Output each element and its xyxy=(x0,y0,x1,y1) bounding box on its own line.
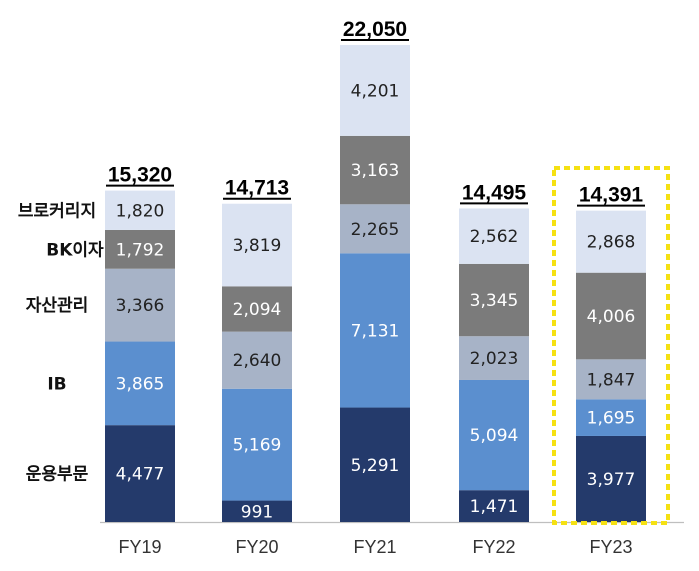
bar-ib-fy19 xyxy=(105,341,175,426)
bar-ib-fy22 xyxy=(459,379,529,491)
data-label-브로커리지-fy22: 2,562 xyxy=(470,227,519,247)
data-label-브로커리지-fy19: 1,820 xyxy=(116,201,165,221)
data-label-자산관리-fy23: 1,847 xyxy=(587,370,636,390)
total-label-fy22: 14,495 xyxy=(462,181,527,204)
bar-bk이자-fy23 xyxy=(576,272,646,360)
bar-자산관리-fy21 xyxy=(340,204,410,254)
highlight-frame-fy23 xyxy=(552,166,670,525)
data-label-자산관리-fy22: 2,023 xyxy=(470,349,519,369)
bar-운용부문-fy20 xyxy=(222,500,292,522)
data-label-ib-fy22: 5,094 xyxy=(470,426,519,446)
bar-브로커리지-fy21 xyxy=(340,44,410,136)
bar-bk이자-fy21 xyxy=(340,135,410,205)
data-label-bk이자-fy23: 4,006 xyxy=(587,307,636,327)
data-label-자산관리-fy19: 3,366 xyxy=(116,296,165,316)
bar-자산관리-fy23 xyxy=(576,359,646,400)
x-tick-label-fy23: FY23 xyxy=(589,537,632,557)
data-label-ib-fy20: 5,169 xyxy=(233,436,282,456)
bar-자산관리-fy22 xyxy=(459,336,529,380)
bar-운용부문-fy21 xyxy=(340,407,410,522)
bar-자산관리-fy19 xyxy=(105,268,175,342)
total-label-fy20: 14,713 xyxy=(225,177,289,200)
data-label-ib-fy21: 7,131 xyxy=(351,321,400,341)
data-label-운용부문-fy19: 4,477 xyxy=(116,465,165,485)
bar-bk이자-fy19 xyxy=(105,229,175,269)
data-label-bk이자-fy22: 3,345 xyxy=(470,291,519,311)
data-label-운용부문-fy21: 5,291 xyxy=(351,456,400,476)
legend-label-운용부문: 운용부문 xyxy=(26,465,89,485)
bar-운용부문-fy19 xyxy=(105,425,175,522)
bar-bk이자-fy20 xyxy=(222,286,292,332)
bar-브로커리지-fy19 xyxy=(105,190,175,230)
total-label-fy21: 22,050 xyxy=(343,18,407,41)
bar-자산관리-fy20 xyxy=(222,331,292,389)
data-label-bk이자-fy21: 3,163 xyxy=(351,161,400,181)
data-label-브로커리지-fy23: 2,868 xyxy=(587,233,636,253)
data-label-bk이자-fy19: 1,792 xyxy=(116,240,165,260)
data-label-브로커리지-fy20: 3,819 xyxy=(233,236,282,256)
data-label-운용부문-fy20: 991 xyxy=(241,502,273,522)
legend-label-브로커리지: 브로커리지 xyxy=(18,201,96,221)
x-tick-label-fy20: FY20 xyxy=(235,537,278,557)
data-label-ib-fy23: 1,695 xyxy=(587,409,636,429)
data-label-브로커리지-fy21: 4,201 xyxy=(351,81,400,101)
bar-ib-fy20 xyxy=(222,388,292,501)
bar-ib-fy23 xyxy=(576,399,646,436)
data-label-bk이자-fy20: 2,094 xyxy=(233,300,282,320)
legend-label-자산관리: 자산관리 xyxy=(26,296,89,316)
bar-브로커리지-fy23 xyxy=(576,210,646,273)
data-label-운용부문-fy23: 3,977 xyxy=(587,470,636,490)
x-tick-label-fy22: FY22 xyxy=(472,537,515,557)
legend-label-bk이자: BK이자 xyxy=(46,240,104,260)
legend-label-ib: IB xyxy=(47,374,66,394)
bar-bk이자-fy22 xyxy=(459,263,529,337)
data-label-운용부문-fy22: 1,471 xyxy=(470,497,519,517)
bar-운용부문-fy23 xyxy=(576,435,646,522)
data-label-자산관리-fy20: 2,640 xyxy=(233,351,282,371)
data-label-자산관리-fy21: 2,265 xyxy=(351,220,400,240)
bar-운용부문-fy22 xyxy=(459,490,529,522)
total-label-fy23: 14,391 xyxy=(579,184,644,207)
total-label-fy19: 15,320 xyxy=(108,164,172,187)
data-label-ib-fy19: 3,865 xyxy=(116,374,165,394)
bar-ib-fy21 xyxy=(340,253,410,408)
x-tick-label-fy21: FY21 xyxy=(353,537,396,557)
bar-브로커리지-fy20 xyxy=(222,203,292,287)
x-tick-label-fy19: FY19 xyxy=(118,537,161,557)
bar-브로커리지-fy22 xyxy=(459,208,529,264)
